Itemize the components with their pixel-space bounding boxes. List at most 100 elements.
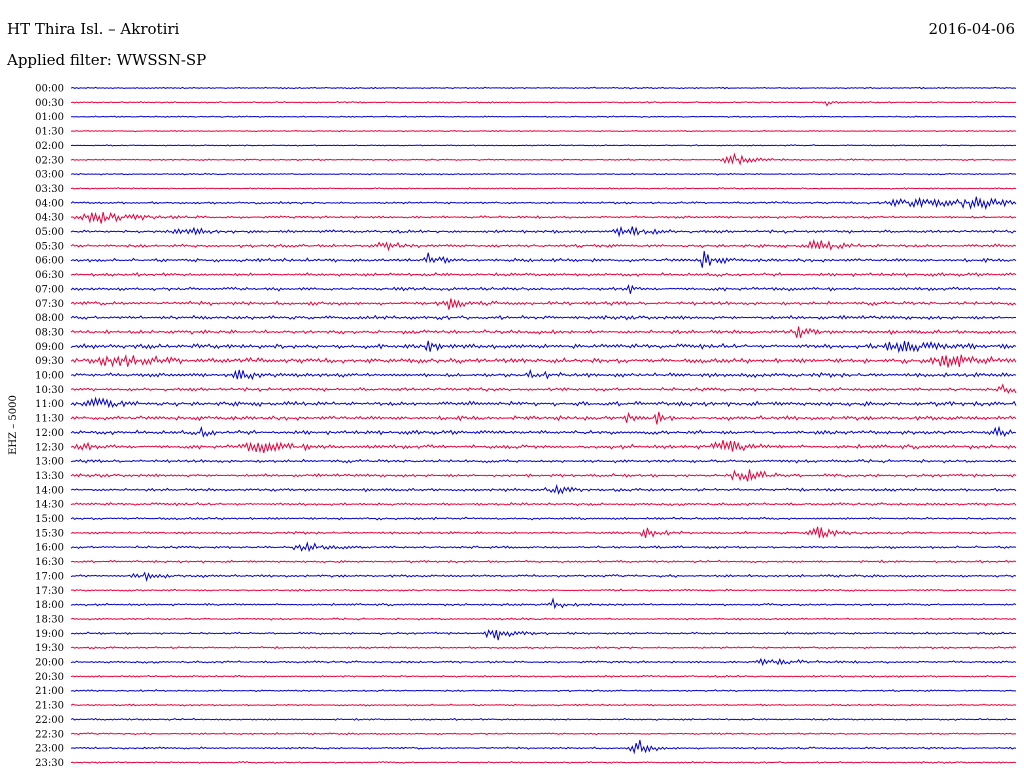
trace-row <box>70 144 1017 147</box>
trace-row <box>70 597 1017 610</box>
tick-label: 20:00 <box>35 658 64 669</box>
trace-row <box>70 115 1017 118</box>
trace-row <box>70 703 1017 707</box>
tick-label: 06:30 <box>35 270 64 281</box>
trace-row <box>70 186 1017 190</box>
trace-row <box>70 284 1017 294</box>
trace-row <box>70 340 1017 354</box>
trace-row <box>70 396 1017 409</box>
tick-label: 15:00 <box>35 514 64 525</box>
trace-row <box>70 657 1017 667</box>
trace-row <box>70 439 1017 454</box>
tick-label: 02:00 <box>35 141 64 152</box>
tick-label: 10:00 <box>35 371 64 382</box>
trace-row <box>70 469 1017 482</box>
tick-label: 11:00 <box>35 399 64 410</box>
tick-label: 13:00 <box>35 457 64 468</box>
trace-row <box>70 383 1017 394</box>
tick-label: 15:30 <box>35 528 64 539</box>
tick-label: 16:30 <box>35 557 64 568</box>
tick-label: 01:00 <box>35 112 64 123</box>
tick-label: 14:30 <box>35 500 64 511</box>
trace-row <box>70 483 1017 495</box>
trace-row <box>70 129 1017 133</box>
tick-label: 17:30 <box>35 586 64 597</box>
trace-row <box>70 251 1017 268</box>
trace-row <box>70 732 1017 736</box>
trace-row <box>70 629 1017 641</box>
tick-label: 18:30 <box>35 614 64 625</box>
tick-label: 09:00 <box>35 342 64 353</box>
trace-row <box>70 717 1017 721</box>
tick-label: 03:30 <box>35 184 64 195</box>
trace-row <box>70 368 1017 381</box>
trace-row <box>70 571 1017 583</box>
tick-label: 19:30 <box>35 643 64 654</box>
trace-row <box>70 516 1017 521</box>
tick-label: 17:00 <box>35 571 64 582</box>
trace-row <box>70 298 1017 310</box>
trace-row <box>70 326 1017 338</box>
trace-row <box>70 689 1017 693</box>
tick-label: 10:30 <box>35 385 64 396</box>
tick-label: 18:00 <box>35 600 64 611</box>
tick-label: 04:30 <box>35 213 64 224</box>
tick-label: 08:30 <box>35 327 64 338</box>
tick-labels-group: 00:00 00:30 01:00 01:30 02:00 02:30 03:00 03:30… <box>35 84 64 769</box>
tick-label: 13:30 <box>35 471 64 482</box>
tick-label: 07:30 <box>35 299 64 310</box>
tick-label: 00:30 <box>35 98 64 109</box>
trace-row <box>70 674 1017 679</box>
tick-label: 05:30 <box>35 241 64 252</box>
tick-label: 14:00 <box>35 485 64 496</box>
tick-label: 00:00 <box>35 84 64 95</box>
tick-label: 22:00 <box>35 715 64 726</box>
trace-row <box>70 501 1017 507</box>
trace-row <box>70 526 1017 539</box>
tick-label: 20:30 <box>35 672 64 683</box>
station-title: HT Thira Isl. – Akrotiri <box>7 20 180 38</box>
tick-label: 06:00 <box>35 256 64 267</box>
tick-label: 22:30 <box>35 729 64 740</box>
trace-row <box>70 152 1017 166</box>
y-axis-label: EHZ – 5000 <box>8 395 19 455</box>
trace-row <box>70 86 1017 90</box>
trace-row <box>70 272 1017 278</box>
tick-label: 12:00 <box>35 428 64 439</box>
trace-row <box>70 225 1017 238</box>
filter-label: Applied filter: WWSSN-SP <box>7 51 207 69</box>
tick-label: 23:30 <box>35 758 64 769</box>
trace-row <box>70 172 1017 176</box>
traces-group <box>70 86 1017 764</box>
trace-row <box>70 425 1017 438</box>
trace-row <box>70 354 1017 368</box>
tick-label: 01:30 <box>35 127 64 138</box>
trace-row <box>70 100 1017 107</box>
trace-row <box>70 196 1017 211</box>
trace-row <box>70 541 1017 553</box>
tick-label: 23:00 <box>35 744 64 755</box>
tick-label: 09:30 <box>35 356 64 367</box>
tick-label: 03:00 <box>35 170 64 181</box>
tick-label: 21:30 <box>35 701 64 712</box>
tick-label: 11:30 <box>35 414 64 425</box>
tick-label: 08:00 <box>35 313 64 324</box>
trace-row <box>70 458 1017 464</box>
tick-label: 05:00 <box>35 227 64 238</box>
tick-label: 21:00 <box>35 686 64 697</box>
trace-row <box>70 314 1017 321</box>
trace-row <box>70 559 1017 564</box>
tick-label: 04:00 <box>35 198 64 209</box>
trace-row <box>70 739 1017 755</box>
tick-label: 19:00 <box>35 629 64 640</box>
trace-row <box>70 617 1017 621</box>
tick-label: 16:00 <box>35 543 64 554</box>
tick-label: 12:30 <box>35 442 64 453</box>
date-label: 2016-04-06 <box>928 20 1015 38</box>
tick-label: 07:00 <box>35 284 64 295</box>
trace-row <box>70 211 1017 224</box>
trace-row <box>70 588 1017 592</box>
trace-row <box>70 645 1017 650</box>
tick-label: 02:30 <box>35 155 64 166</box>
